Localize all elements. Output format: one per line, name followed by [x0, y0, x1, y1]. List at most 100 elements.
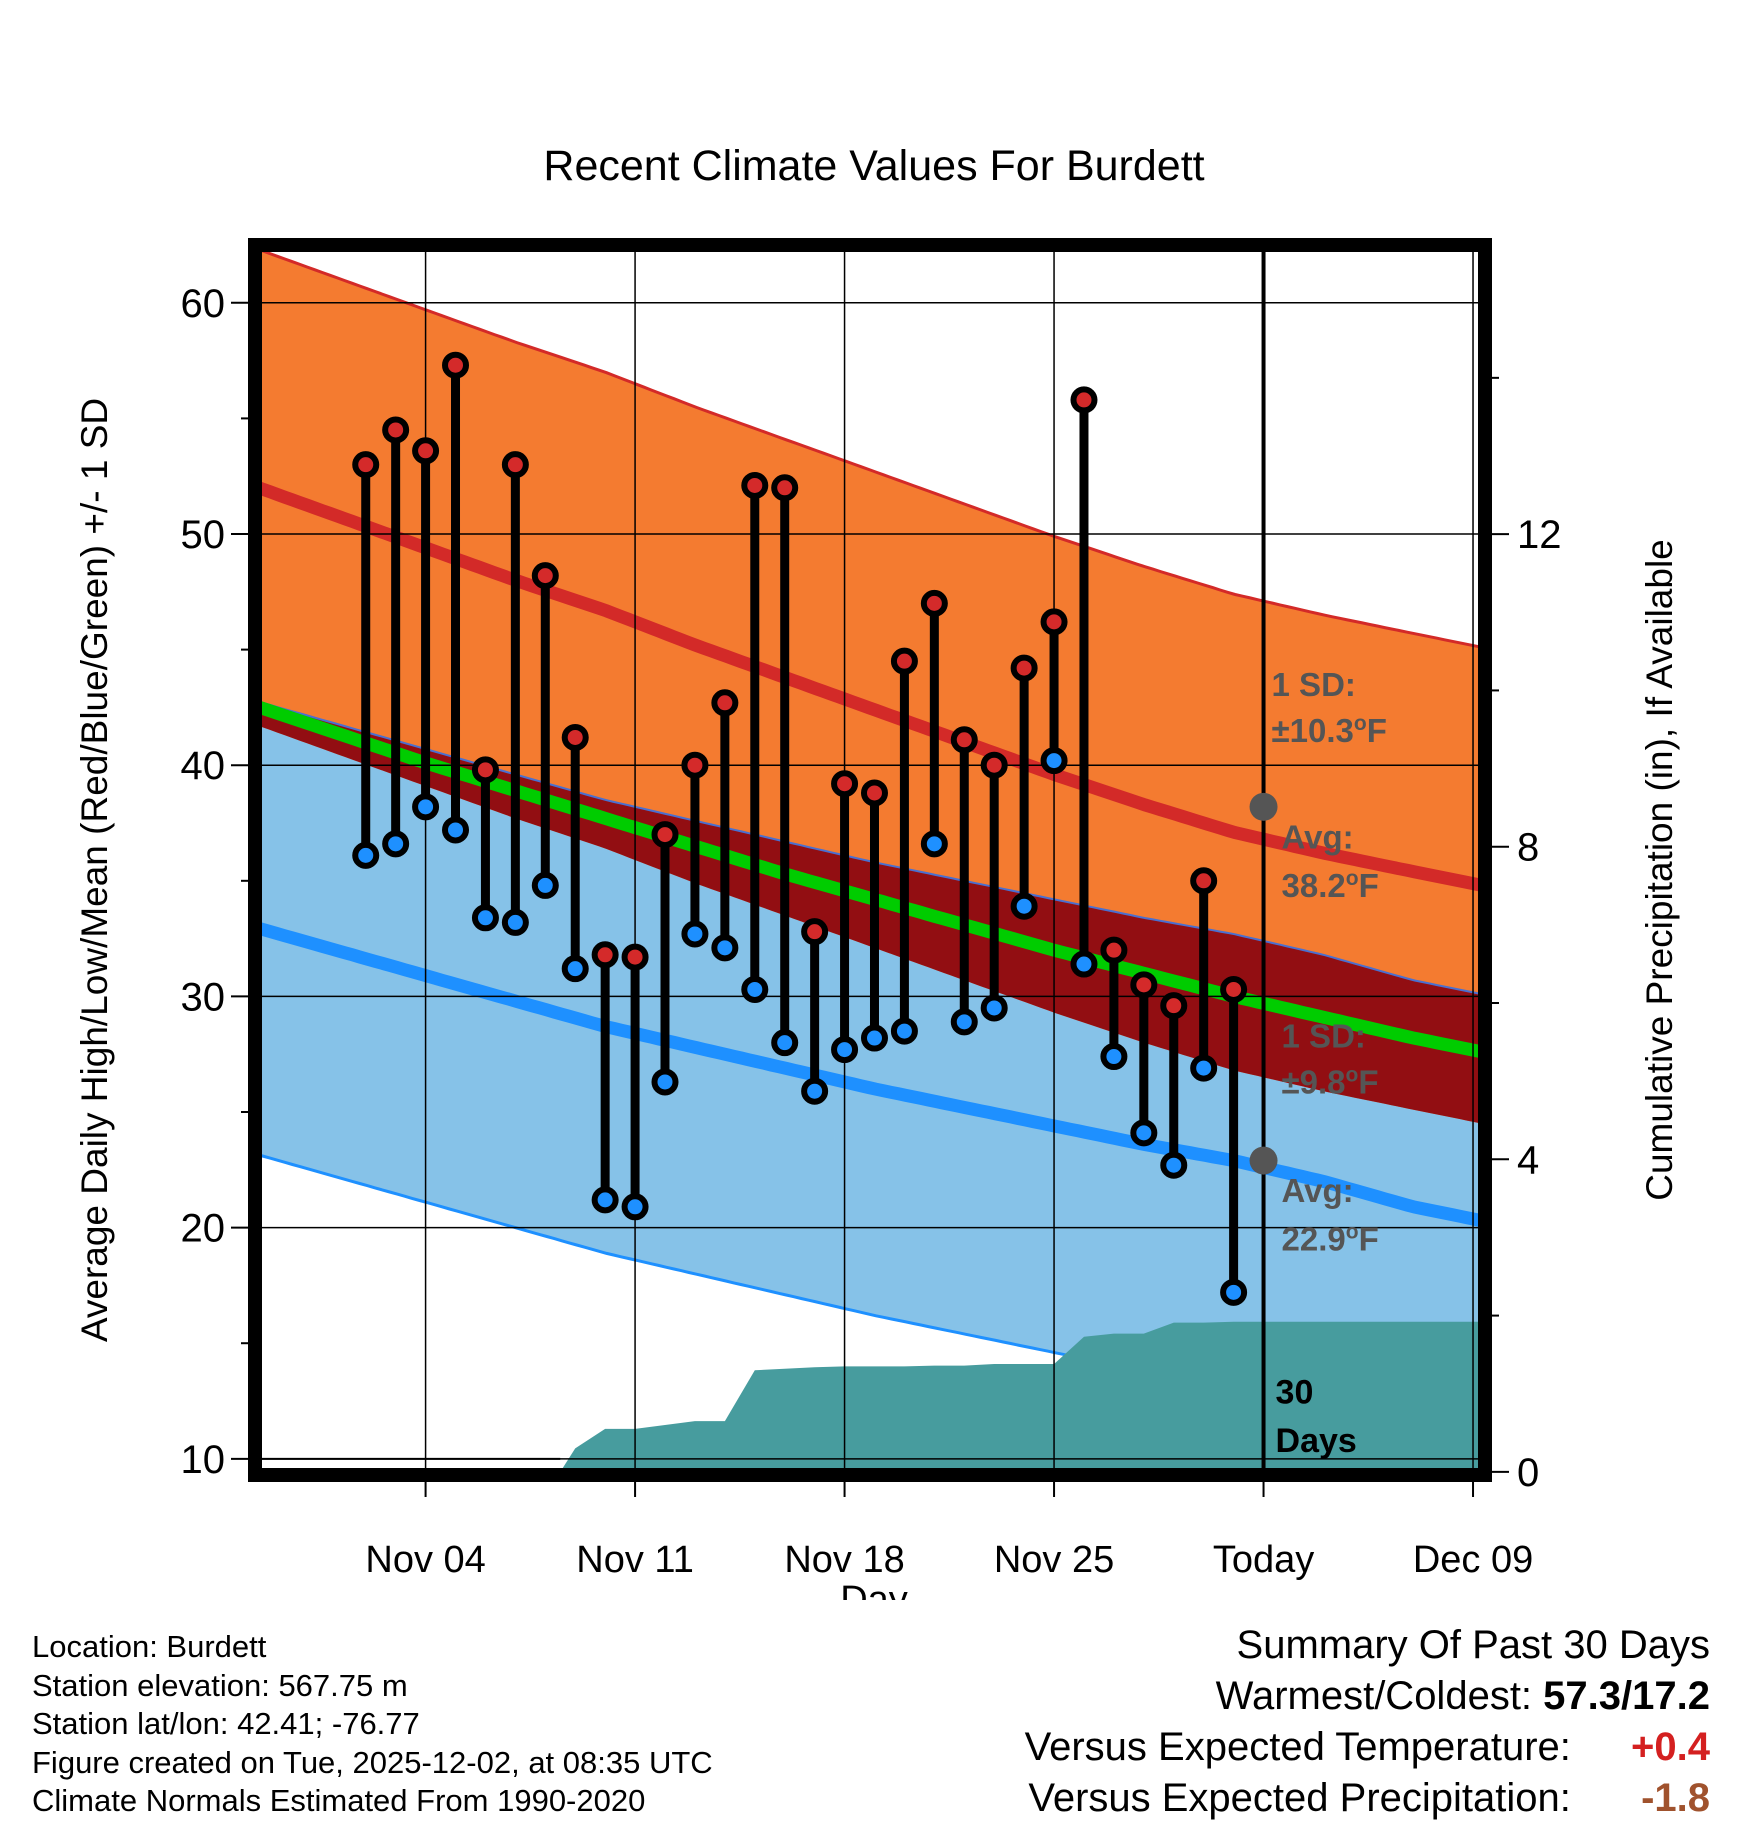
low-sd-value-num: ±9.8 [1282, 1064, 1346, 1101]
obs-low-point [801, 1077, 829, 1105]
plot-content [255, 245, 1485, 1475]
obs-low-point [980, 994, 1008, 1022]
obs-high-point [1190, 867, 1218, 895]
low-avg-label: Avg: [1282, 1172, 1354, 1209]
station-info: Location: Burdett Station elevation: 567… [32, 1628, 713, 1821]
obs-low-point [352, 841, 380, 869]
obs-high-point [501, 451, 529, 479]
low-avg-marker [1249, 1146, 1278, 1175]
obs-high-point [412, 437, 440, 465]
obs-low-point [442, 816, 470, 844]
low-mean-line [255, 921, 1484, 1228]
obs-high-point [890, 647, 918, 675]
obs-high-point [831, 770, 859, 798]
obs-low-point [711, 934, 739, 962]
obs-low-point [890, 1017, 918, 1045]
obs-low-point [1160, 1151, 1188, 1179]
x-tick-label: Dec 09 [1413, 1539, 1533, 1581]
high-avg-value-unit: F [1359, 867, 1379, 904]
warm-cold-label: Warmest/Coldest: [1215, 1674, 1533, 1718]
obs-high-point [771, 474, 799, 502]
y2-tick-label: 4 [1517, 1138, 1539, 1182]
obs-high-point [621, 943, 649, 971]
obs-low-point [621, 1193, 649, 1221]
obs-high-point [860, 779, 888, 807]
obs-high-point [442, 351, 470, 379]
high-sd-value-unit: F [1367, 712, 1387, 749]
y-axis-label: Average Daily High/Low/Mean (Red/Blue/Gr… [74, 398, 115, 1342]
plot-frame [248, 238, 1492, 1482]
created-text: Figure created on Tue, 2025-12-02, at 08… [32, 1744, 713, 1780]
low-avg-value-degree: o [1346, 1221, 1359, 1244]
period-label-days: Days [1276, 1422, 1357, 1460]
y-tick-label: 20 [181, 1207, 226, 1251]
obs-high-point [531, 562, 559, 590]
obs-low-point [771, 1029, 799, 1057]
obs-low-point [561, 955, 589, 983]
warm-cold-row: Warmest/Coldest: 57.3/17.2 [1025, 1671, 1710, 1722]
high-avg-label: Avg: [1282, 818, 1354, 855]
y2-tick-label: 0 [1517, 1451, 1539, 1495]
high-upper-edge [255, 246, 1483, 649]
low-sd-value-unit: F [1358, 1064, 1378, 1101]
obs-low-point [920, 830, 948, 858]
obs-low-point [1040, 747, 1068, 775]
low-sd-value-degree: o [1346, 1064, 1359, 1087]
obs-high-point [980, 751, 1008, 779]
obs-low-point [1070, 950, 1098, 978]
obs-high-point [920, 589, 948, 617]
chart-title: Recent Climate Values For Burdett [543, 142, 1204, 190]
y2-tick-label: 12 [1517, 513, 1562, 557]
x-tick-label: Nov 04 [365, 1539, 485, 1581]
obs-high-point [352, 451, 380, 479]
obs-high-point [801, 918, 829, 946]
obs-high-point [561, 723, 589, 751]
high-sd-value-degree: o [1354, 712, 1367, 735]
summary-panel: Summary Of Past 30 Days Warmest/Coldest:… [1025, 1620, 1710, 1824]
x-tick-label: Nov 18 [784, 1539, 904, 1581]
x-tick-label: Nov 25 [994, 1539, 1114, 1581]
high-avg-marker [1249, 792, 1278, 821]
obs-low-point [651, 1068, 679, 1096]
obs-low-point [681, 920, 709, 948]
temp-value: +0.4 [1631, 1725, 1710, 1769]
obs-low-point [831, 1036, 859, 1064]
low-avg-value: 22.9oF [1282, 1221, 1379, 1258]
obs-high-point [741, 471, 769, 499]
low-avg-value-unit: F [1359, 1221, 1379, 1258]
precip-area [335, 1321, 1482, 1472]
obs-high-point [1070, 386, 1098, 414]
high-avg-value-degree: o [1346, 867, 1359, 890]
warm-cold-value: 57.3/17.2 [1543, 1674, 1710, 1718]
y-tick-label: 30 [181, 975, 226, 1019]
y-tick-label: 40 [181, 744, 226, 788]
obs-high-point [1220, 975, 1248, 1003]
obs-low-point [1220, 1278, 1248, 1306]
high-sd-band [255, 248, 1482, 1124]
normals-text: Climate Normals Estimated From 1990-2020 [32, 1783, 646, 1818]
obs-high-point [382, 416, 410, 444]
obs-low-point [860, 1024, 888, 1052]
obs-high-point [711, 689, 739, 717]
obs-low-point [1190, 1054, 1218, 1082]
x-axis-label: Day [840, 1579, 908, 1600]
low-sd-label: 1 SD: [1282, 1017, 1366, 1054]
precip-row: Versus Expected Precipitation: -1.8 [1025, 1773, 1710, 1824]
high-sd-value: ±10.3oF [1272, 712, 1387, 749]
obs-low-point [741, 975, 769, 1003]
precip-label: Versus Expected Precipitation: [1028, 1776, 1571, 1820]
y-tick-label: 50 [181, 513, 226, 557]
obs-high-point [681, 751, 709, 779]
x-tick-label: Today [1213, 1539, 1314, 1581]
obs-low-point [382, 830, 410, 858]
y-tick-label: 60 [181, 282, 226, 326]
low-sd-band [255, 700, 1482, 1448]
obs-low-point [1130, 1119, 1158, 1147]
high-sd-value-num: ±10.3 [1272, 712, 1354, 749]
low-sd-value: ±9.8oF [1282, 1064, 1379, 1101]
obs-low-point [950, 1008, 978, 1036]
summary-title: Summary Of Past 30 Days [1236, 1623, 1710, 1667]
obs-high-point [471, 756, 499, 784]
obs-high-point [1010, 654, 1038, 682]
temp-row: Versus Expected Temperature: +0.4 [1025, 1722, 1710, 1773]
